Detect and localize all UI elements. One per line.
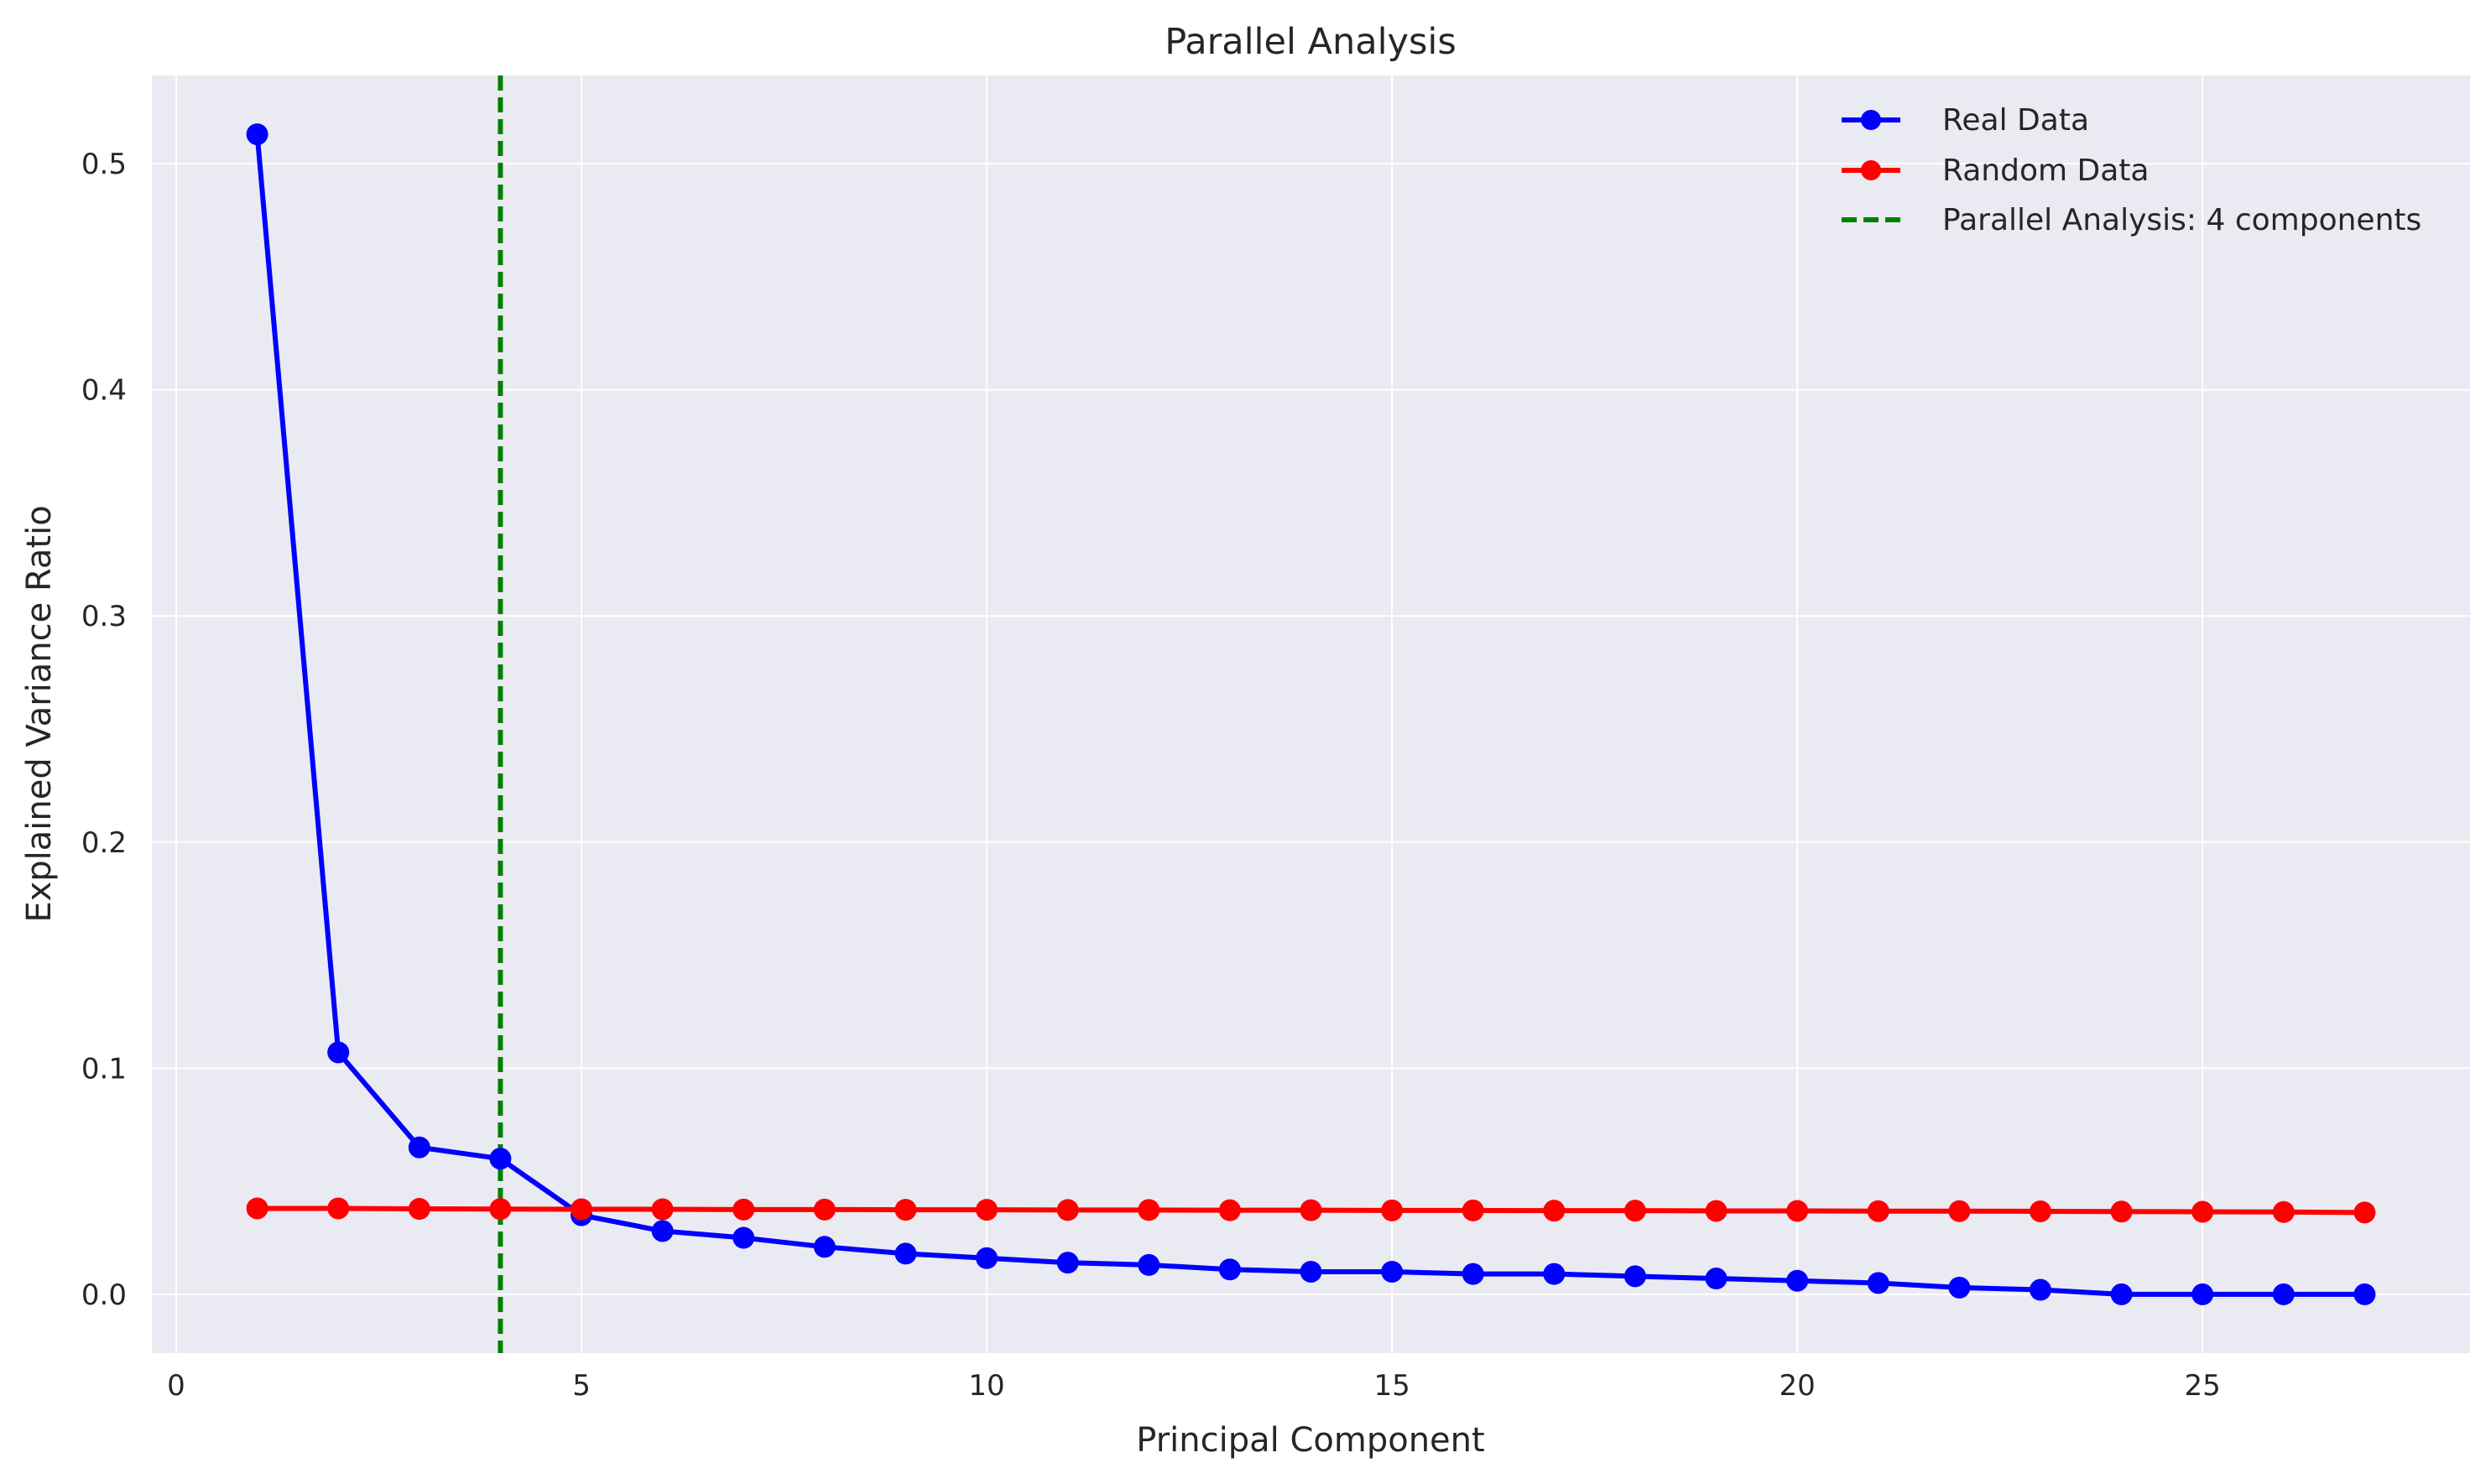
data-point-random-data — [1543, 1200, 1566, 1222]
data-point-random-data — [327, 1197, 350, 1220]
data-point-real-data — [1543, 1263, 1566, 1285]
data-point-random-data — [732, 1198, 755, 1221]
data-point-random-data — [1623, 1200, 1646, 1222]
data-point-random-data — [813, 1198, 836, 1221]
data-point-random-data — [1462, 1199, 1484, 1221]
legend: Real Data Random Data Parallel Analysis:… — [1842, 103, 2421, 237]
data-point-random-data — [1138, 1199, 1160, 1221]
data-point-random-data — [2110, 1200, 2133, 1223]
x-tick-label: 25 — [2185, 1369, 2221, 1403]
data-point-random-data — [571, 1198, 593, 1221]
data-point-real-data — [2353, 1283, 2376, 1305]
data-point-random-data — [489, 1198, 512, 1221]
data-point-random-data — [1381, 1199, 1404, 1221]
data-point-real-data — [1867, 1272, 1889, 1294]
data-point-random-data — [976, 1199, 998, 1221]
data-point-random-data — [2353, 1201, 2376, 1224]
legend-vline-label: Parallel Analysis: 4 components — [1942, 203, 2421, 237]
data-point-real-data — [1300, 1260, 1322, 1283]
data-point-random-data — [1786, 1200, 1809, 1222]
data-point-random-data — [1948, 1200, 1971, 1222]
data-point-real-data — [1786, 1269, 1809, 1292]
x-tick-label: 5 — [572, 1369, 591, 1403]
legend-real-marker — [1861, 110, 1881, 130]
data-point-random-data — [2191, 1200, 2214, 1223]
data-point-real-data — [1705, 1268, 1728, 1290]
y-tick-label: 0.5 — [81, 148, 127, 181]
chart-title: Parallel Analysis — [1165, 21, 1457, 63]
data-point-real-data — [327, 1041, 350, 1064]
y-axis-label: Explained Variance Ratio — [20, 505, 59, 922]
data-point-real-data — [1623, 1265, 1646, 1288]
data-point-real-data — [1138, 1253, 1160, 1276]
data-point-real-data — [1218, 1258, 1241, 1281]
data-point-real-data — [2029, 1278, 2051, 1301]
y-tick-label: 0.2 — [81, 826, 127, 860]
data-point-real-data — [2110, 1283, 2133, 1305]
data-point-real-data — [894, 1242, 917, 1265]
plot-area — [152, 76, 2470, 1353]
x-tick-label: 20 — [1780, 1369, 1816, 1403]
x-tick-labels: 0 5 10 15 20 25 — [167, 1369, 2221, 1403]
data-point-random-data — [1218, 1199, 1241, 1221]
x-tick-label: 15 — [1373, 1369, 1410, 1403]
data-point-real-data — [2272, 1283, 2295, 1305]
legend-random-marker — [1861, 160, 1881, 180]
x-tick-label: 0 — [167, 1369, 185, 1403]
data-point-random-data — [1056, 1199, 1079, 1221]
data-point-random-data — [1300, 1199, 1322, 1221]
y-tick-labels: 0.0 0.1 0.2 0.3 0.4 0.5 — [81, 148, 127, 1312]
data-point-random-data — [1867, 1200, 1889, 1222]
x-tick-label: 10 — [968, 1369, 1004, 1403]
data-point-real-data — [408, 1136, 430, 1159]
data-point-real-data — [813, 1236, 836, 1258]
data-point-real-data — [489, 1148, 512, 1170]
data-point-real-data — [2191, 1283, 2214, 1305]
data-point-random-data — [651, 1198, 674, 1221]
data-point-random-data — [246, 1197, 268, 1220]
data-point-real-data — [1056, 1252, 1079, 1274]
legend-real-label: Real Data — [1942, 103, 2089, 138]
data-point-random-data — [408, 1198, 430, 1221]
data-point-random-data — [2029, 1200, 2051, 1222]
data-point-random-data — [2272, 1200, 2295, 1223]
data-point-real-data — [246, 123, 268, 146]
data-point-real-data — [1948, 1276, 1971, 1299]
data-point-random-data — [1705, 1200, 1728, 1222]
y-tick-label: 0.3 — [81, 600, 127, 633]
series-markers — [246, 123, 2376, 1305]
x-axis-label: Principal Component — [1136, 1421, 1484, 1460]
data-point-real-data — [651, 1220, 674, 1242]
data-point-real-data — [1381, 1260, 1404, 1283]
y-tick-label: 0.4 — [81, 374, 127, 408]
legend-random-label: Random Data — [1942, 154, 2149, 188]
data-point-real-data — [1462, 1263, 1484, 1285]
data-point-real-data — [732, 1226, 755, 1249]
data-point-random-data — [894, 1199, 917, 1221]
y-tick-label: 0.0 — [81, 1278, 127, 1312]
data-point-real-data — [976, 1247, 998, 1269]
y-tick-label: 0.1 — [81, 1052, 127, 1086]
